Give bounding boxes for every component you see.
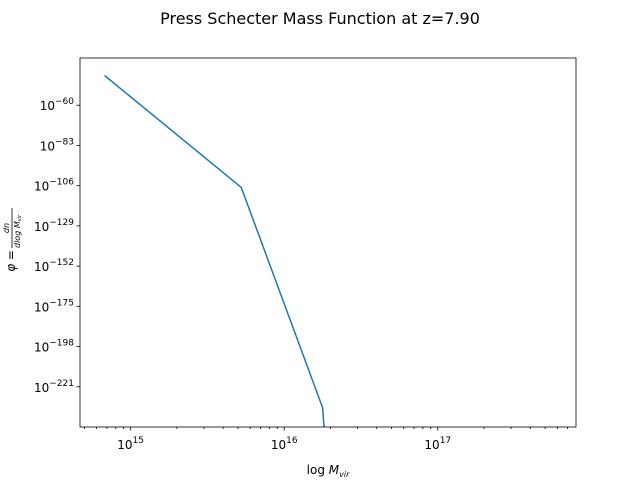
y-tick-label-4: 10−152 [34, 258, 74, 274]
x-tick-label-1: 1016 [271, 436, 298, 452]
y-tick-label-1: 10−83 [40, 137, 74, 153]
x-tick-label-base: 10 [424, 438, 439, 452]
x-tick-label-2: 1017 [424, 436, 451, 452]
x-tick-label-0: 1015 [117, 436, 144, 452]
x-tick-label-exponent: 16 [286, 436, 298, 446]
x-axis-label: log Mvir [307, 463, 350, 479]
y-tick-label-0: 10−60 [40, 97, 75, 113]
chart-title: Press Schecter Mass Function at z=7.90 [160, 9, 480, 28]
y-tick-label-base: 10 [34, 300, 49, 314]
y-axis: 10−6010−8310−10610−12910−15210−17510−198… [34, 97, 80, 395]
y-tick-label-base: 10 [34, 341, 49, 355]
y-tick-label-base: 10 [34, 180, 49, 194]
x-tick-label-exponent: 15 [133, 436, 144, 446]
y-tick-label-base: 10 [40, 99, 55, 113]
y-tick-label-7: 10−221 [34, 379, 74, 395]
x-axis-minor-ticks [84, 427, 568, 429]
y-tick-label-exponent: −129 [49, 218, 74, 228]
x-axis-label-base: log [307, 463, 329, 477]
y-axis-label-denominator-subscript: vir [17, 214, 23, 221]
y-axis-label-numerator: dn [2, 223, 11, 233]
y-tick-label-base: 10 [34, 381, 49, 395]
y-tick-label-2: 10−106 [34, 178, 74, 194]
plot-frame [79, 57, 577, 428]
y-tick-label-6: 10−198 [34, 339, 74, 355]
y-tick-label-exponent: −83 [55, 137, 74, 147]
x-tick-label-base: 10 [117, 438, 132, 452]
y-tick-label-exponent: −221 [49, 379, 74, 389]
y-tick-label-base: 10 [40, 139, 55, 153]
x-tick-label-base: 10 [271, 438, 286, 452]
y-axis-label-denominator-base: dlog M [13, 221, 22, 248]
x-axis: 1015 1016 1017 [117, 427, 451, 452]
x-axis-label-subscript: vir [339, 470, 350, 479]
x-axis-label-symbol: M [329, 463, 340, 477]
y-tick-label-3: 10−129 [34, 218, 74, 234]
y-axis-label-prefix: φ = [4, 250, 18, 272]
y-tick-label-exponent: −198 [49, 339, 74, 349]
y-tick-label-exponent: −60 [55, 97, 74, 107]
y-axis-label: φ = dn dlog Mvir [2, 208, 23, 272]
y-tick-label-exponent: −152 [49, 258, 74, 268]
y-tick-label-exponent: −175 [49, 298, 74, 308]
x-tick-label-exponent: 17 [440, 436, 451, 446]
y-tick-label-base: 10 [34, 220, 49, 234]
y-axis-label-denominator: dlog Mvir [13, 214, 23, 248]
y-tick-label-base: 10 [34, 260, 49, 274]
y-tick-label-exponent: −106 [49, 178, 74, 188]
y-tick-label-5: 10−175 [34, 298, 74, 314]
series-line-0 [104, 74, 325, 427]
series-layer [104, 74, 325, 427]
